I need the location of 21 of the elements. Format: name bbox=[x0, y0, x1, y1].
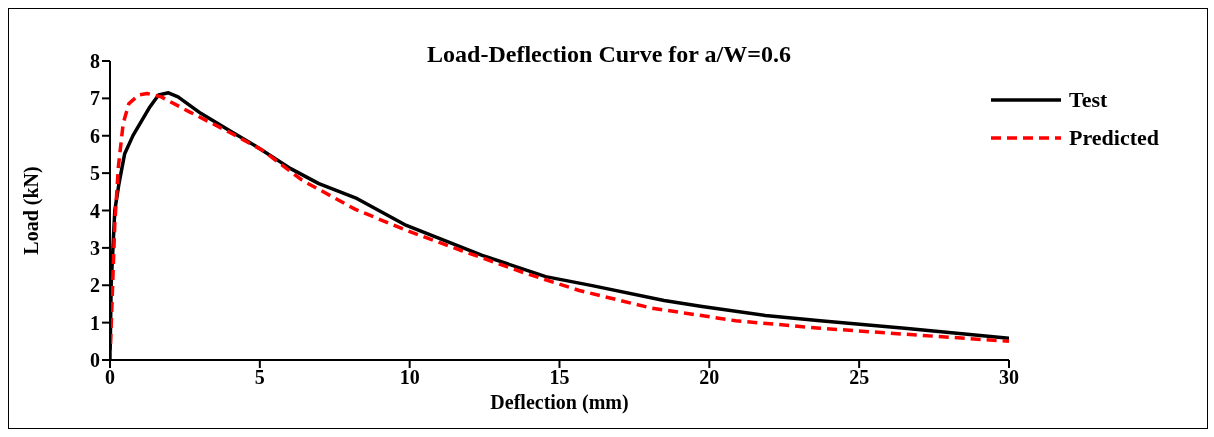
y-tick-label: 3 bbox=[90, 236, 100, 259]
legend-label: Test bbox=[1068, 87, 1108, 113]
y-tick-label: 0 bbox=[90, 349, 100, 372]
x-tick-label: 15 bbox=[549, 366, 570, 389]
y-tick-label: 6 bbox=[90, 124, 100, 147]
x-tick-label: 30 bbox=[998, 366, 1019, 389]
y-tick-label: 4 bbox=[90, 199, 100, 222]
y-axis-title: Load (kN) bbox=[20, 166, 44, 255]
x-tick-label: 20 bbox=[699, 366, 720, 389]
y-tick-label: 2 bbox=[90, 274, 100, 297]
chart-title: Load-Deflection Curve for a/W=0.6 bbox=[427, 41, 791, 67]
y-tick-label: 8 bbox=[90, 50, 100, 73]
x-tick-label: 5 bbox=[254, 366, 265, 389]
x-tick-label: 10 bbox=[399, 366, 420, 389]
x-axis-title: Deflection (mm) bbox=[490, 391, 629, 414]
y-tick-label: 1 bbox=[90, 311, 100, 334]
y-tick-label: 7 bbox=[90, 87, 100, 110]
x-tick-label: 0 bbox=[105, 366, 115, 389]
legend-label: Predicted bbox=[1068, 125, 1159, 151]
x-tick-label: 25 bbox=[849, 366, 870, 389]
y-tick-label: 5 bbox=[90, 162, 100, 185]
